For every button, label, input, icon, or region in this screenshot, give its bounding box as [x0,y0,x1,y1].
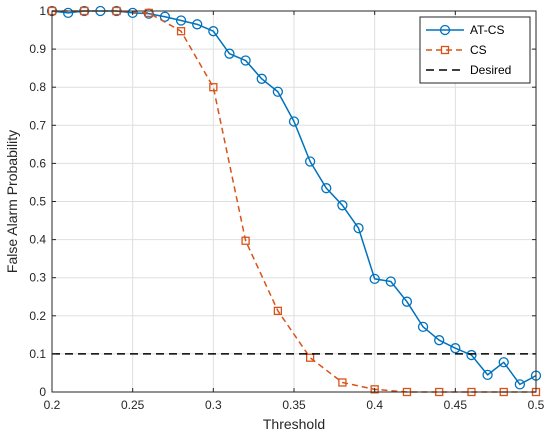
data-point-at-cs [353,223,364,234]
data-point-at-cs [321,183,332,194]
y-tick-label: 0 [39,385,46,399]
x-axis-title: Threshold [263,416,325,432]
data-point-at-cs [417,321,429,332]
y-tick-label: 0.5 [29,195,46,209]
y-tick-label: 0.2 [29,309,46,323]
data-point-at-cs [175,15,187,26]
legend-label-cs: CS [470,43,487,57]
legend-label-desired: Desired [470,63,511,77]
data-point-at-cs [482,369,493,381]
y-tick-label: 0.4 [29,233,46,247]
data-point-at-cs [240,55,251,66]
legend-marker-cs [440,45,450,55]
legend: AT-CS CS Desired [419,16,531,84]
data-point-at-cs [385,276,396,287]
data-point-at-cs [401,296,413,307]
y-axis-title: False Alarm Probability [4,130,20,273]
data-point-at-cs [434,335,445,346]
data-point-at-cs [369,273,380,284]
data-point-at-cs [337,200,348,211]
y-tick-label: 0.9 [29,42,46,56]
x-tick-label: 0.2 [44,398,61,412]
y-tick-label: 0.7 [29,118,46,132]
data-point-at-cs [62,7,74,19]
ticks [51,10,537,393]
data-point-cs [273,306,283,315]
x-tick-label: 0.35 [282,398,306,412]
x-tick-label: 0.25 [121,398,145,412]
y-tick-label: 0.6 [29,156,46,170]
data-point-at-cs [498,357,509,368]
data-point-at-cs [224,48,235,59]
data-point-cs [209,83,218,92]
data-point-cs [338,378,347,387]
data-point-at-cs [288,116,300,127]
data-point-cs [370,385,379,394]
data-point-cs [176,27,186,36]
data-point-at-cs [272,86,284,97]
data-point-at-cs [466,349,477,361]
x-tick-label: 0.4 [366,398,383,412]
data-point-at-cs [514,379,526,390]
data-point-cs [305,353,315,362]
legend-label-at-cs: AT-CS [470,23,504,37]
y-tick-label: 0.8 [29,80,46,94]
data-point-at-cs [304,156,316,167]
x-tick-label: 0.45 [444,398,468,412]
tick-labels: 0.2 0.25 0.3 0.35 0.4 0.45 0.5 0 0.1 0.2 0.3 0.4 0.5… [29,4,544,412]
y-tick-label: 1 [39,4,46,18]
data-point-at-cs [192,19,203,30]
x-tick-label: 0.5 [528,398,545,412]
data-point-cs [241,236,250,245]
data-point-at-cs [256,73,267,84]
legend-marker-at-cs [439,24,451,36]
x-tick-label: 0.3 [205,398,222,412]
y-tick-label: 0.3 [29,271,46,285]
data-point-at-cs [208,26,219,37]
y-tick-label: 0.1 [29,347,46,361]
data-point-at-cs [450,343,461,354]
data-point-cs [144,8,153,18]
